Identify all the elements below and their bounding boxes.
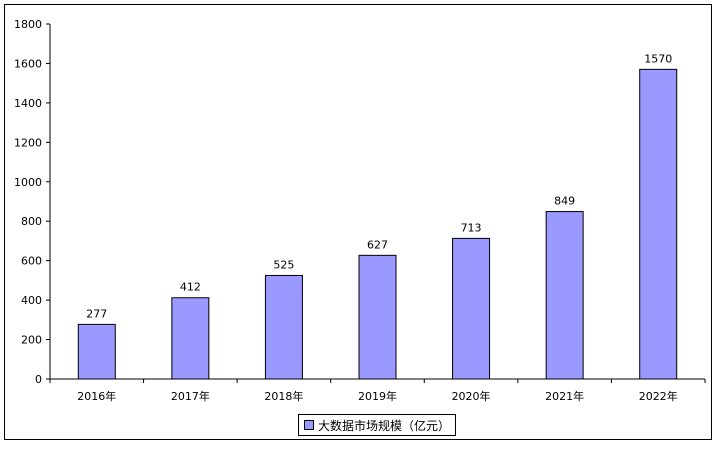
x-tick-label: 2018年 (264, 389, 303, 403)
y-tick-label: 1800 (14, 18, 42, 31)
y-axis-ticks: 0 200 400 600 800 1000 1200 1400 1600 1800 (14, 18, 50, 386)
legend-label: 大数据市场规模（亿元） (318, 418, 451, 433)
data-label: 627 (367, 238, 388, 251)
bar-2018年 (264, 274, 303, 380)
data-label: 277 (86, 307, 107, 320)
x-tick-label: 2016年 (77, 389, 116, 403)
chart-frame (4, 4, 712, 440)
bar-2021年 (545, 211, 584, 380)
x-axis-labels: 2016年 2017年 2018年 2019年 2020年 2021年 2022年 (49, 379, 706, 403)
x-tick-label: 2021年 (545, 389, 584, 403)
y-tick-label: 800 (21, 215, 42, 228)
legend: 大数据市场规模（亿元） (298, 414, 456, 436)
data-labels: 277 412 525 627 713 849 1570 (86, 52, 672, 320)
y-tick-label: 1600 (14, 57, 42, 70)
y-tick-label: 400 (21, 294, 42, 307)
legend-swatch (304, 420, 314, 430)
y-tick-label: 200 (21, 334, 42, 347)
x-tick-label: 2020年 (452, 389, 491, 403)
data-label: 1570 (644, 52, 672, 65)
x-tick-label: 2022年 (639, 389, 678, 403)
data-label: 713 (461, 221, 482, 234)
y-tick-label: 1400 (14, 97, 42, 110)
data-label: 525 (273, 258, 294, 271)
y-tick-label: 1000 (14, 176, 42, 189)
bar-2019年 (358, 254, 397, 380)
bar-2022年 (639, 68, 678, 380)
bar-2016年 (77, 323, 116, 380)
x-tick-label: 2019年 (358, 389, 397, 403)
bar-2017年 (171, 297, 210, 380)
y-tick-label: 600 (21, 255, 42, 268)
y-tick-label: 1200 (14, 136, 42, 149)
data-label: 412 (180, 281, 201, 294)
bars (77, 68, 678, 380)
data-label: 849 (554, 195, 575, 208)
y-tick-label: 0 (35, 373, 42, 386)
x-tick-label: 2017年 (171, 389, 210, 403)
bar-2020年 (452, 237, 491, 380)
